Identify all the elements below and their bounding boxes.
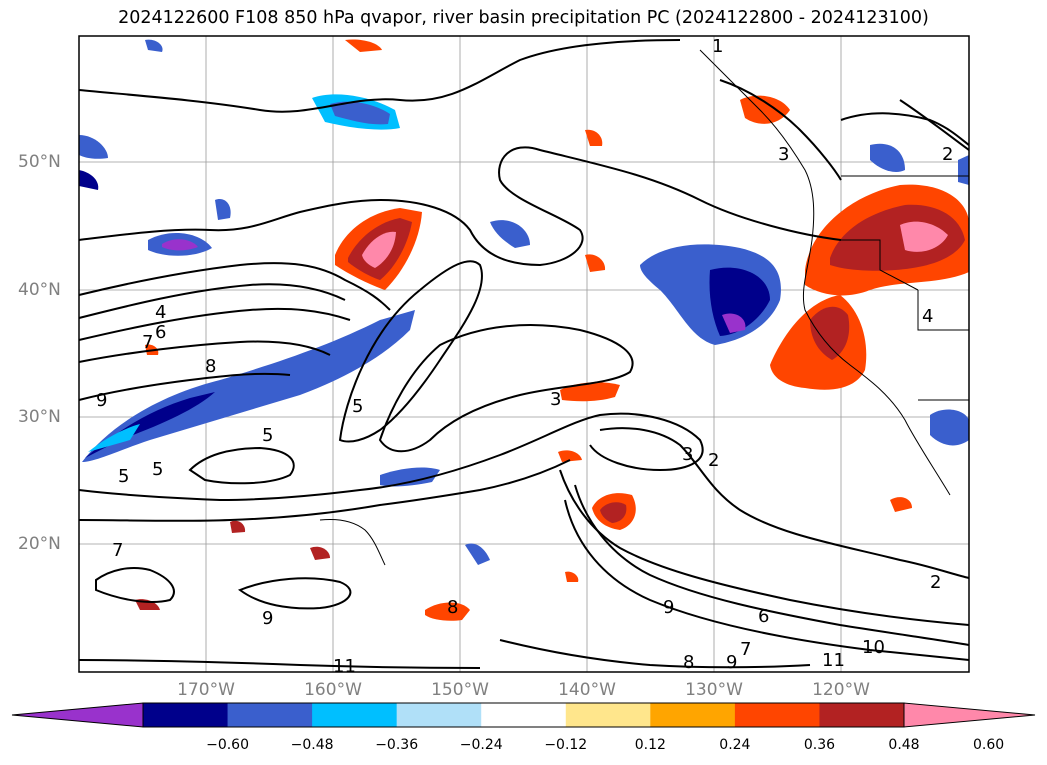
lon-label: 140°W [558, 680, 616, 700]
contour-label: 3 [550, 389, 561, 410]
colorbar-tick-label: −0.36 [375, 737, 419, 753]
map-title: 2024122600 F108 850 hPa qvapor, river ba… [118, 8, 929, 28]
colorbar-tick-label: 0.60 [972, 737, 1005, 753]
colorbar-under-arrow [11, 702, 144, 728]
colorbar-segment [227, 703, 313, 727]
lat-label: 50°N [18, 152, 61, 172]
contour-label: 2 [942, 144, 953, 165]
contour-label: 5 [262, 425, 273, 446]
colorbar-segment [396, 703, 482, 727]
contour-label: 9 [96, 390, 107, 411]
contour-label: 2 [708, 450, 719, 471]
qvapor-contours [78, 39, 970, 669]
colorbar-tick-label: 0.36 [803, 737, 836, 753]
contour-label: 4 [155, 302, 166, 323]
lon-label: 130°W [685, 680, 743, 700]
colorbar-segment [143, 703, 229, 727]
colorbar-segment [819, 703, 905, 727]
contour-label: 8 [447, 597, 458, 618]
lat-label: 40°N [18, 280, 61, 300]
colorbar-tick-label: −0.24 [459, 737, 503, 753]
colorbar-segment [312, 703, 398, 727]
negative-anomaly-areas [79, 39, 969, 565]
contour-label: 3 [778, 144, 789, 165]
contour-label: 6 [758, 606, 769, 627]
contour-label: 10 [862, 637, 885, 658]
colorbar-segment [481, 703, 567, 727]
lat-label: 30°N [18, 407, 61, 427]
contour-label: 3 [682, 444, 693, 465]
contour-label-group: 1 2 3 4 5 6 7 8 9 5 3 3 2 5 5 7 9 8 9 6 … [96, 36, 953, 677]
colorbar [11, 702, 1036, 728]
contour-label: 9 [262, 608, 273, 629]
contour-label: 1 [712, 36, 723, 57]
lon-label: 170°W [177, 680, 235, 700]
positive-anomaly-areas [135, 39, 969, 621]
contour-label: 7 [142, 332, 153, 353]
colorbar-tick-label: −0.48 [290, 737, 334, 753]
contour-label: 5 [118, 466, 129, 487]
lat-label: 20°N [18, 534, 61, 554]
contour-label: 7 [112, 540, 123, 561]
lon-label: 120°W [812, 680, 870, 700]
colorbar-tick-label: 0.48 [888, 737, 920, 753]
contour-label: 8 [205, 356, 216, 377]
contour-label: 5 [352, 396, 363, 417]
contour-label: 9 [726, 652, 737, 673]
colorbar-over-arrow [903, 702, 1036, 728]
contour-label: 4 [922, 306, 933, 327]
map-frame [78, 35, 970, 673]
contour-label: 9 [663, 597, 674, 618]
contour-label: 11 [822, 650, 845, 671]
contour-label: 11 [333, 656, 356, 677]
colorbar-segment [565, 703, 651, 727]
colorbar-tick-label: 0.24 [719, 737, 751, 753]
contour-label: 7 [740, 639, 751, 660]
colorbar-segment [734, 703, 820, 727]
colorbar-tick-label: −0.12 [544, 737, 588, 753]
lon-label: 150°W [431, 680, 489, 700]
lon-label: 160°W [304, 680, 362, 700]
colorbar-tick-label: −0.60 [206, 737, 249, 753]
map-canvas: 1 2 3 4 5 6 7 8 9 5 3 3 2 5 5 7 9 8 9 6 … [78, 35, 970, 677]
contour-label: 5 [152, 459, 163, 480]
contour-label: 8 [683, 652, 694, 673]
colorbar-tick-label: 0.12 [634, 737, 666, 753]
colorbar-segment [650, 703, 736, 727]
contour-label: 6 [155, 322, 166, 343]
contour-label: 2 [930, 572, 941, 593]
